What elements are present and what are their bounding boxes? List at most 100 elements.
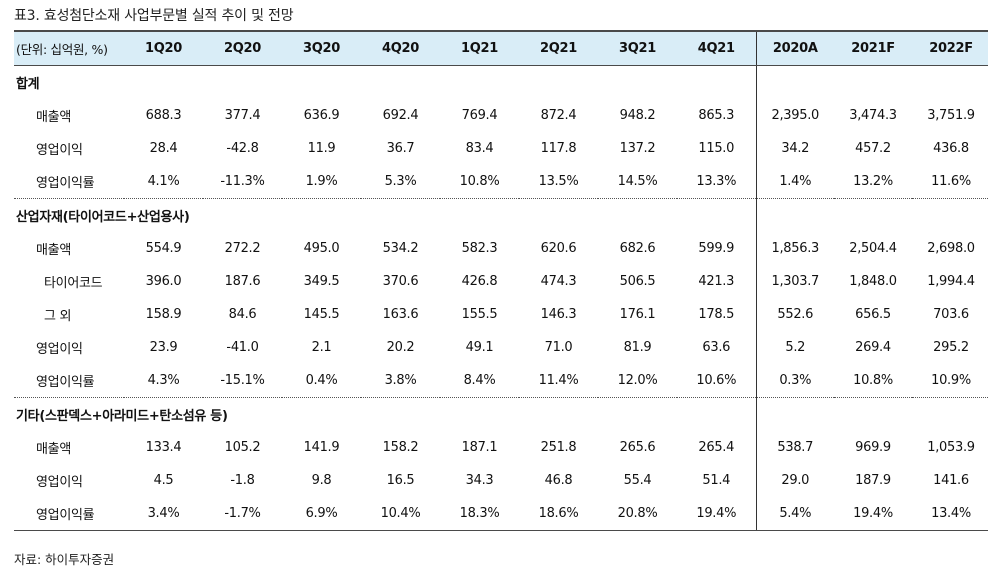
table-cell: 457.2 (855, 141, 891, 156)
table-cell: 115.0 (698, 141, 735, 156)
table-cell: 105.2 (224, 440, 261, 455)
table-cell: 10.6% (696, 373, 737, 388)
table-cell: 10.8% (459, 174, 500, 189)
column-header: 1Q20 (124, 30, 203, 66)
table-cell: 969.9 (855, 440, 891, 455)
table-row: 영업이익률 3.4% -1.7% 6.9% 10.4% 18.3% 18.6% 20.8% 19… (14, 497, 988, 531)
source-note: 자료: 하이투자증권 (14, 552, 115, 567)
table-cell: 145.5 (303, 307, 340, 322)
table-cell: 155.5 (461, 307, 498, 322)
section-title: 산업자재(타이어코드+산업용사) (14, 198, 190, 232)
table-cell: 141.6 (933, 473, 969, 488)
table-cell: 534.2 (382, 241, 419, 256)
table-cell: 865.3 (698, 108, 735, 123)
table-cell: 769.4 (461, 108, 498, 123)
column-header: 2Q21 (519, 30, 598, 66)
table-cell: 13.4% (912, 497, 988, 531)
table-cell: 11.6% (931, 174, 971, 189)
row-label: 영업이익 (36, 342, 83, 357)
row-label: 영업이익률 (36, 176, 95, 191)
table-cell: 16.5 (386, 473, 415, 488)
table-cell: 582.3 (461, 241, 498, 256)
row-label: 영업이익률 (14, 497, 124, 531)
table-row: 타이어코드 396.0 187.6 349.5 370.6 426.8 474.3 506.5… (14, 265, 988, 298)
table-cell: 1.4% (755, 165, 834, 199)
table-row: 매출액 688.3 377.4 636.9 692.4 769.4 872.4 948.2 86… (14, 99, 988, 132)
table-cell: 29.0 (755, 464, 834, 497)
section-spacer (124, 397, 756, 431)
table-cell: 688.3 (145, 108, 182, 123)
row-label: 매출액 (36, 110, 71, 125)
table-cell: 133.4 (145, 440, 182, 455)
table-cell: 3.4% (124, 497, 203, 531)
table-cell: 12.0% (617, 373, 658, 388)
table-row: 영업이익 28.4 -42.8 11.9 36.7 83.4 117.8 137.2 115.0… (14, 132, 988, 165)
table-row: 영업이익률 4.1% -11.3% 1.9% 5.3% 10.8% 13.5% 14.5% 13… (14, 165, 988, 199)
row-label: 영업이익 (36, 143, 83, 158)
table-cell: 34.2 (755, 132, 834, 165)
table-cell: 251.8 (540, 440, 577, 455)
table-cell: 5.2 (755, 331, 834, 364)
table-cell: 436.8 (933, 141, 969, 156)
table-cell: 1,053.9 (927, 440, 975, 455)
table-cell: 421.3 (698, 274, 735, 289)
table-cell: 28.4 (149, 141, 178, 156)
table-cell: 36.7 (386, 141, 415, 156)
table-cell: 1,848.0 (849, 274, 897, 289)
table-cell: 5.3% (384, 174, 417, 189)
table-cell: -1.8 (230, 473, 255, 488)
table-cell: 3.8% (384, 373, 417, 388)
table-cell: 377.4 (224, 108, 261, 123)
table-cell: 656.5 (855, 307, 891, 322)
section-spacer (755, 198, 988, 232)
table-cell: 20.8% (598, 497, 677, 531)
table-cell: 63.6 (702, 340, 731, 355)
table-cell: 4.3% (147, 373, 180, 388)
table-cell: 265.6 (619, 440, 656, 455)
section-spacer (755, 65, 988, 99)
column-header: 2022F (912, 30, 988, 66)
section-row: 합계 (14, 65, 988, 99)
column-header: 4Q21 (677, 30, 756, 66)
table-cell: 552.6 (755, 298, 834, 331)
table-cell: -11.3% (220, 174, 265, 189)
row-label: 매출액 (36, 243, 71, 258)
column-header: 3Q21 (598, 30, 677, 66)
table-cell: 599.9 (698, 241, 735, 256)
table-cell: 349.5 (303, 274, 340, 289)
column-header: 3Q20 (282, 30, 361, 66)
column-header: 4Q20 (361, 30, 440, 66)
table-cell: 682.6 (619, 241, 656, 256)
table-cell: 10.9% (931, 373, 971, 388)
table-cell: 146.3 (540, 307, 577, 322)
table-cell: 1,856.3 (755, 232, 834, 265)
table-cell: 269.4 (855, 340, 891, 355)
table-cell: 872.4 (540, 108, 577, 123)
table-title: 표3. 효성첨단소재 사업부문별 실적 추이 및 전망 (14, 8, 294, 24)
table-cell: 692.4 (382, 108, 419, 123)
column-header: 2020A (755, 30, 834, 66)
table-cell: 71.0 (544, 340, 573, 355)
table-cell: 2,504.4 (849, 241, 897, 256)
table-cell: 1,994.4 (927, 274, 975, 289)
table-cell: 46.8 (544, 473, 573, 488)
table-cell: 163.6 (382, 307, 419, 322)
section-title: 기타(스판덱스+아라미드+탄소섬유 등) (14, 397, 228, 431)
table-row: 매출액 133.4 105.2 141.9 158.2 187.1 251.8 265.6 26… (14, 431, 988, 464)
table-cell: 396.0 (145, 274, 182, 289)
table-cell: 176.1 (619, 307, 656, 322)
table-cell: 295.2 (933, 340, 969, 355)
table-cell: 187.6 (224, 274, 261, 289)
table-cell: 474.3 (540, 274, 577, 289)
table-cell: 23.9 (149, 340, 178, 355)
unit-label: (단위: 십억원, %) (14, 30, 124, 66)
table-cell: 495.0 (303, 241, 340, 256)
table-cell: 506.5 (619, 274, 656, 289)
table-cell: 19.4% (834, 497, 912, 531)
table-cell: 265.4 (698, 440, 735, 455)
table-cell: 13.5% (538, 174, 579, 189)
column-header: 2021F (834, 30, 912, 66)
table-row: 그 외 158.9 84.6 145.5 163.6 155.5 146.3 176.1 178… (14, 298, 988, 331)
table-cell: 83.4 (465, 141, 494, 156)
table-cell: 620.6 (540, 241, 577, 256)
